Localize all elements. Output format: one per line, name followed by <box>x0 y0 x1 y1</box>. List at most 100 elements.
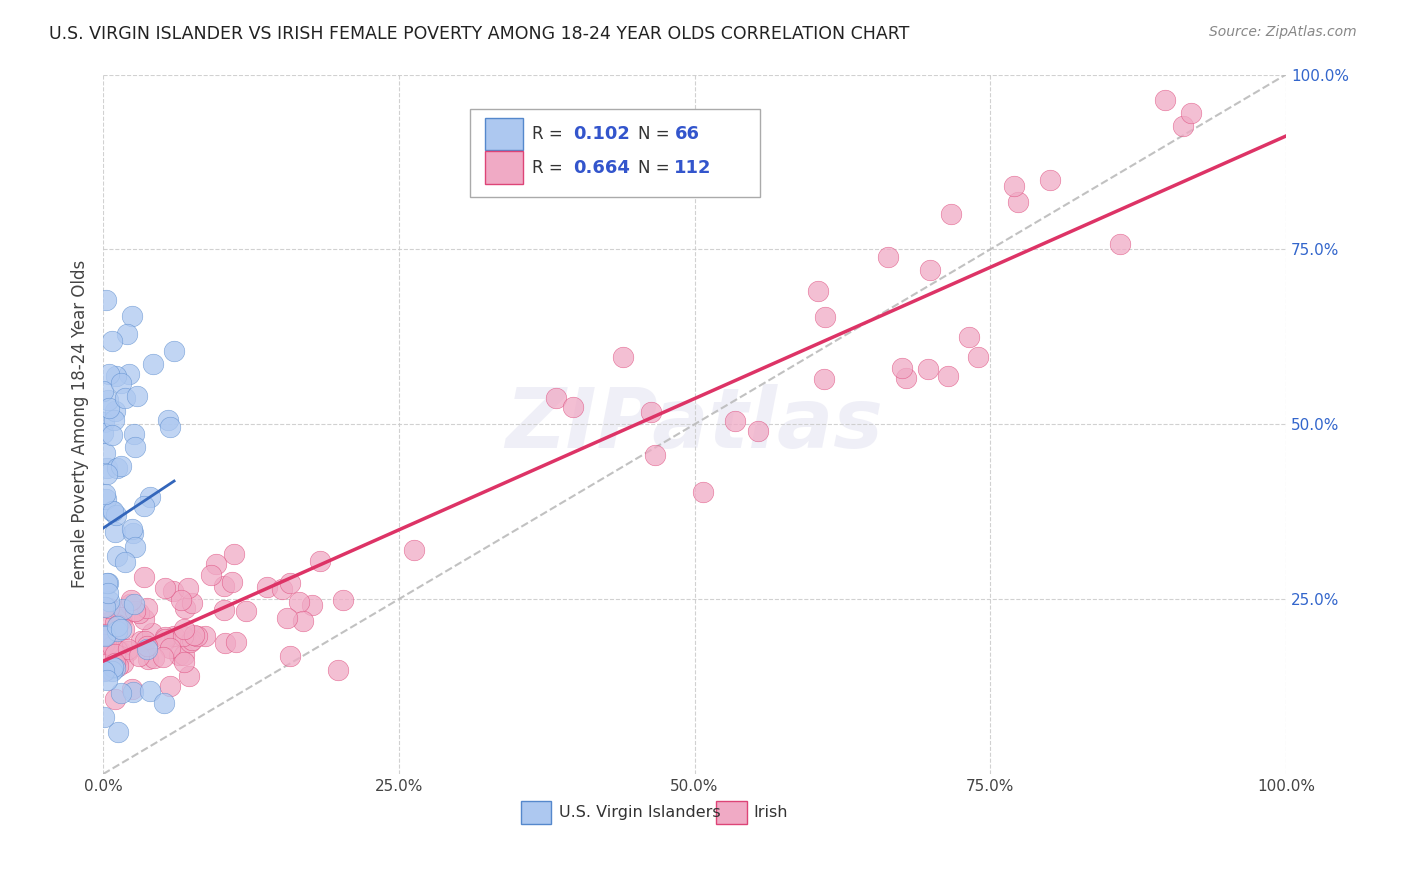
Point <box>301 598 323 612</box>
Point <box>122 684 145 698</box>
Point <box>96 461 118 475</box>
Point <box>122 526 145 541</box>
Point <box>96 467 118 482</box>
Point <box>142 651 165 665</box>
Point <box>162 584 184 599</box>
Point <box>93 416 115 430</box>
Text: R =: R = <box>533 125 568 143</box>
Point <box>155 632 177 646</box>
Text: Source: ZipAtlas.com: Source: ZipAtlas.com <box>1209 25 1357 39</box>
Point <box>183 628 205 642</box>
Point <box>124 426 146 441</box>
Point <box>96 575 118 590</box>
Point <box>93 487 115 501</box>
Point <box>200 568 222 582</box>
Point <box>1007 194 1029 209</box>
Point <box>93 637 115 651</box>
Point <box>121 309 143 323</box>
Point <box>108 648 131 663</box>
Point <box>309 554 332 568</box>
Text: 112: 112 <box>675 159 711 177</box>
Point <box>114 555 136 569</box>
Point <box>111 612 134 626</box>
Point <box>644 448 666 462</box>
Point <box>124 440 146 454</box>
Text: 66: 66 <box>675 125 699 143</box>
Point <box>104 403 127 417</box>
Point <box>128 649 150 664</box>
Point <box>97 575 120 590</box>
Point <box>156 412 179 426</box>
Point <box>170 592 193 607</box>
Point <box>98 368 121 382</box>
FancyBboxPatch shape <box>470 110 759 197</box>
Point <box>179 669 201 683</box>
Point <box>94 628 117 642</box>
Point <box>332 593 354 607</box>
Point <box>96 293 118 308</box>
Point <box>225 634 247 648</box>
Point <box>100 334 122 349</box>
Text: Irish: Irish <box>754 805 789 820</box>
Point <box>107 618 129 632</box>
Point <box>132 499 155 513</box>
Text: R =: R = <box>533 159 568 177</box>
Point <box>104 692 127 706</box>
Point <box>1180 106 1202 120</box>
Point <box>111 656 134 670</box>
Point <box>101 504 124 518</box>
Point <box>155 630 177 644</box>
FancyBboxPatch shape <box>485 118 523 150</box>
Point <box>179 635 201 649</box>
Point <box>173 655 195 669</box>
Point <box>136 639 159 653</box>
Point <box>128 606 150 620</box>
Point <box>105 508 128 523</box>
Point <box>136 642 159 657</box>
Point <box>939 207 962 221</box>
Point <box>141 625 163 640</box>
Point <box>163 344 186 359</box>
Point <box>104 615 127 630</box>
Point <box>124 604 146 618</box>
Point <box>186 629 208 643</box>
Point <box>163 629 186 643</box>
Point <box>402 543 425 558</box>
Point <box>104 656 127 670</box>
Point <box>96 673 118 688</box>
Point <box>100 639 122 653</box>
Point <box>110 459 132 474</box>
Point <box>1039 173 1062 187</box>
Point <box>142 357 165 371</box>
Point <box>724 414 747 428</box>
Point <box>93 446 115 460</box>
Point <box>938 368 960 383</box>
Point <box>159 641 181 656</box>
Point <box>103 412 125 426</box>
Point <box>97 585 120 599</box>
Point <box>94 491 117 506</box>
Point <box>256 580 278 594</box>
Point <box>97 637 120 651</box>
Point <box>110 376 132 390</box>
Point <box>640 405 662 419</box>
Point <box>212 579 235 593</box>
FancyBboxPatch shape <box>485 152 523 184</box>
Point <box>136 652 159 666</box>
Point <box>136 601 159 615</box>
Point <box>132 570 155 584</box>
Point <box>120 593 142 607</box>
Point <box>877 251 900 265</box>
Point <box>692 484 714 499</box>
Point <box>117 643 139 657</box>
Point <box>326 663 349 677</box>
Point <box>93 664 115 678</box>
Point <box>114 391 136 405</box>
Point <box>107 659 129 673</box>
Point <box>891 361 914 376</box>
Point <box>896 371 918 385</box>
Point <box>105 549 128 563</box>
Point <box>97 401 120 415</box>
Point <box>100 665 122 679</box>
Point <box>139 683 162 698</box>
